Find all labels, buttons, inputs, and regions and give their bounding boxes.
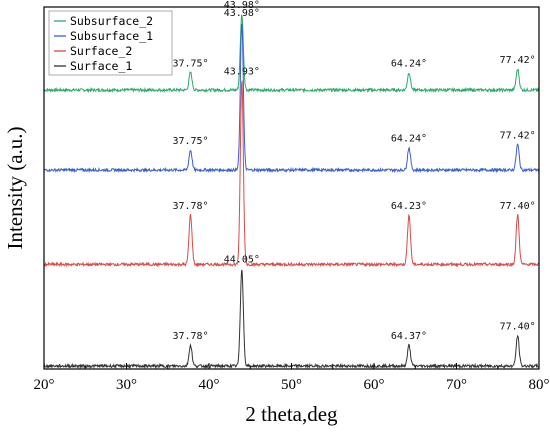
peak-label: 43.98° bbox=[224, 8, 260, 19]
peak-label: 37.75° bbox=[172, 58, 208, 69]
peak-label: 64.37° bbox=[391, 331, 427, 342]
peak-label: 64.24° bbox=[391, 58, 427, 69]
legend-label: Subsurface_1 bbox=[70, 29, 153, 43]
peak-label: 64.23° bbox=[391, 201, 427, 212]
x-tick-label: 20° bbox=[34, 377, 55, 393]
legend-label: Subsurface_2 bbox=[70, 14, 153, 28]
legend-box bbox=[48, 10, 173, 76]
x-tick-label: 50° bbox=[281, 377, 302, 393]
x-tick-label: 60° bbox=[364, 377, 385, 393]
series-line-surface-2 bbox=[43, 80, 540, 268]
peak-label: 44.05° bbox=[224, 254, 260, 265]
x-tick-label: 70° bbox=[446, 377, 467, 393]
peak-label: 37.75° bbox=[172, 136, 208, 147]
x-tick-label: 30° bbox=[116, 377, 137, 393]
peak-label: 77.40° bbox=[500, 322, 536, 333]
series-line-surface-1 bbox=[43, 269, 540, 370]
peak-label: 64.24° bbox=[391, 134, 427, 145]
x-tick-label: 40° bbox=[199, 377, 220, 393]
x-tick-label: 80° bbox=[529, 377, 550, 393]
legend-label: Surface_1 bbox=[70, 59, 132, 73]
series-line-subsurface-2 bbox=[43, 14, 540, 94]
y-axis-title: Intensity (a.u.) bbox=[3, 126, 27, 249]
x-axis: 20° 30° 40° 50° 60° 70° 80° bbox=[34, 363, 550, 393]
legend: Subsurface_2Subsurface_1Surface_2Surface… bbox=[48, 10, 173, 76]
peak-label: 37.78° bbox=[172, 201, 208, 212]
series-line-subsurface-1 bbox=[43, 23, 540, 174]
peak-label: 77.40° bbox=[500, 201, 536, 212]
peak-label: 37.78° bbox=[172, 331, 208, 342]
peak-label: 77.42° bbox=[500, 55, 536, 66]
x-axis-title: 2 theta,deg bbox=[245, 402, 338, 426]
peak-label: 43.98° bbox=[224, 0, 260, 11]
legend-label: Surface_2 bbox=[70, 44, 132, 58]
peak-label: 43.93° bbox=[224, 66, 260, 77]
peak-label: 77.42° bbox=[500, 130, 536, 141]
peak-labels: 37.75° 43.98° 64.24° 77.42° 37.75° 43.98° 64.2… bbox=[172, 0, 535, 342]
